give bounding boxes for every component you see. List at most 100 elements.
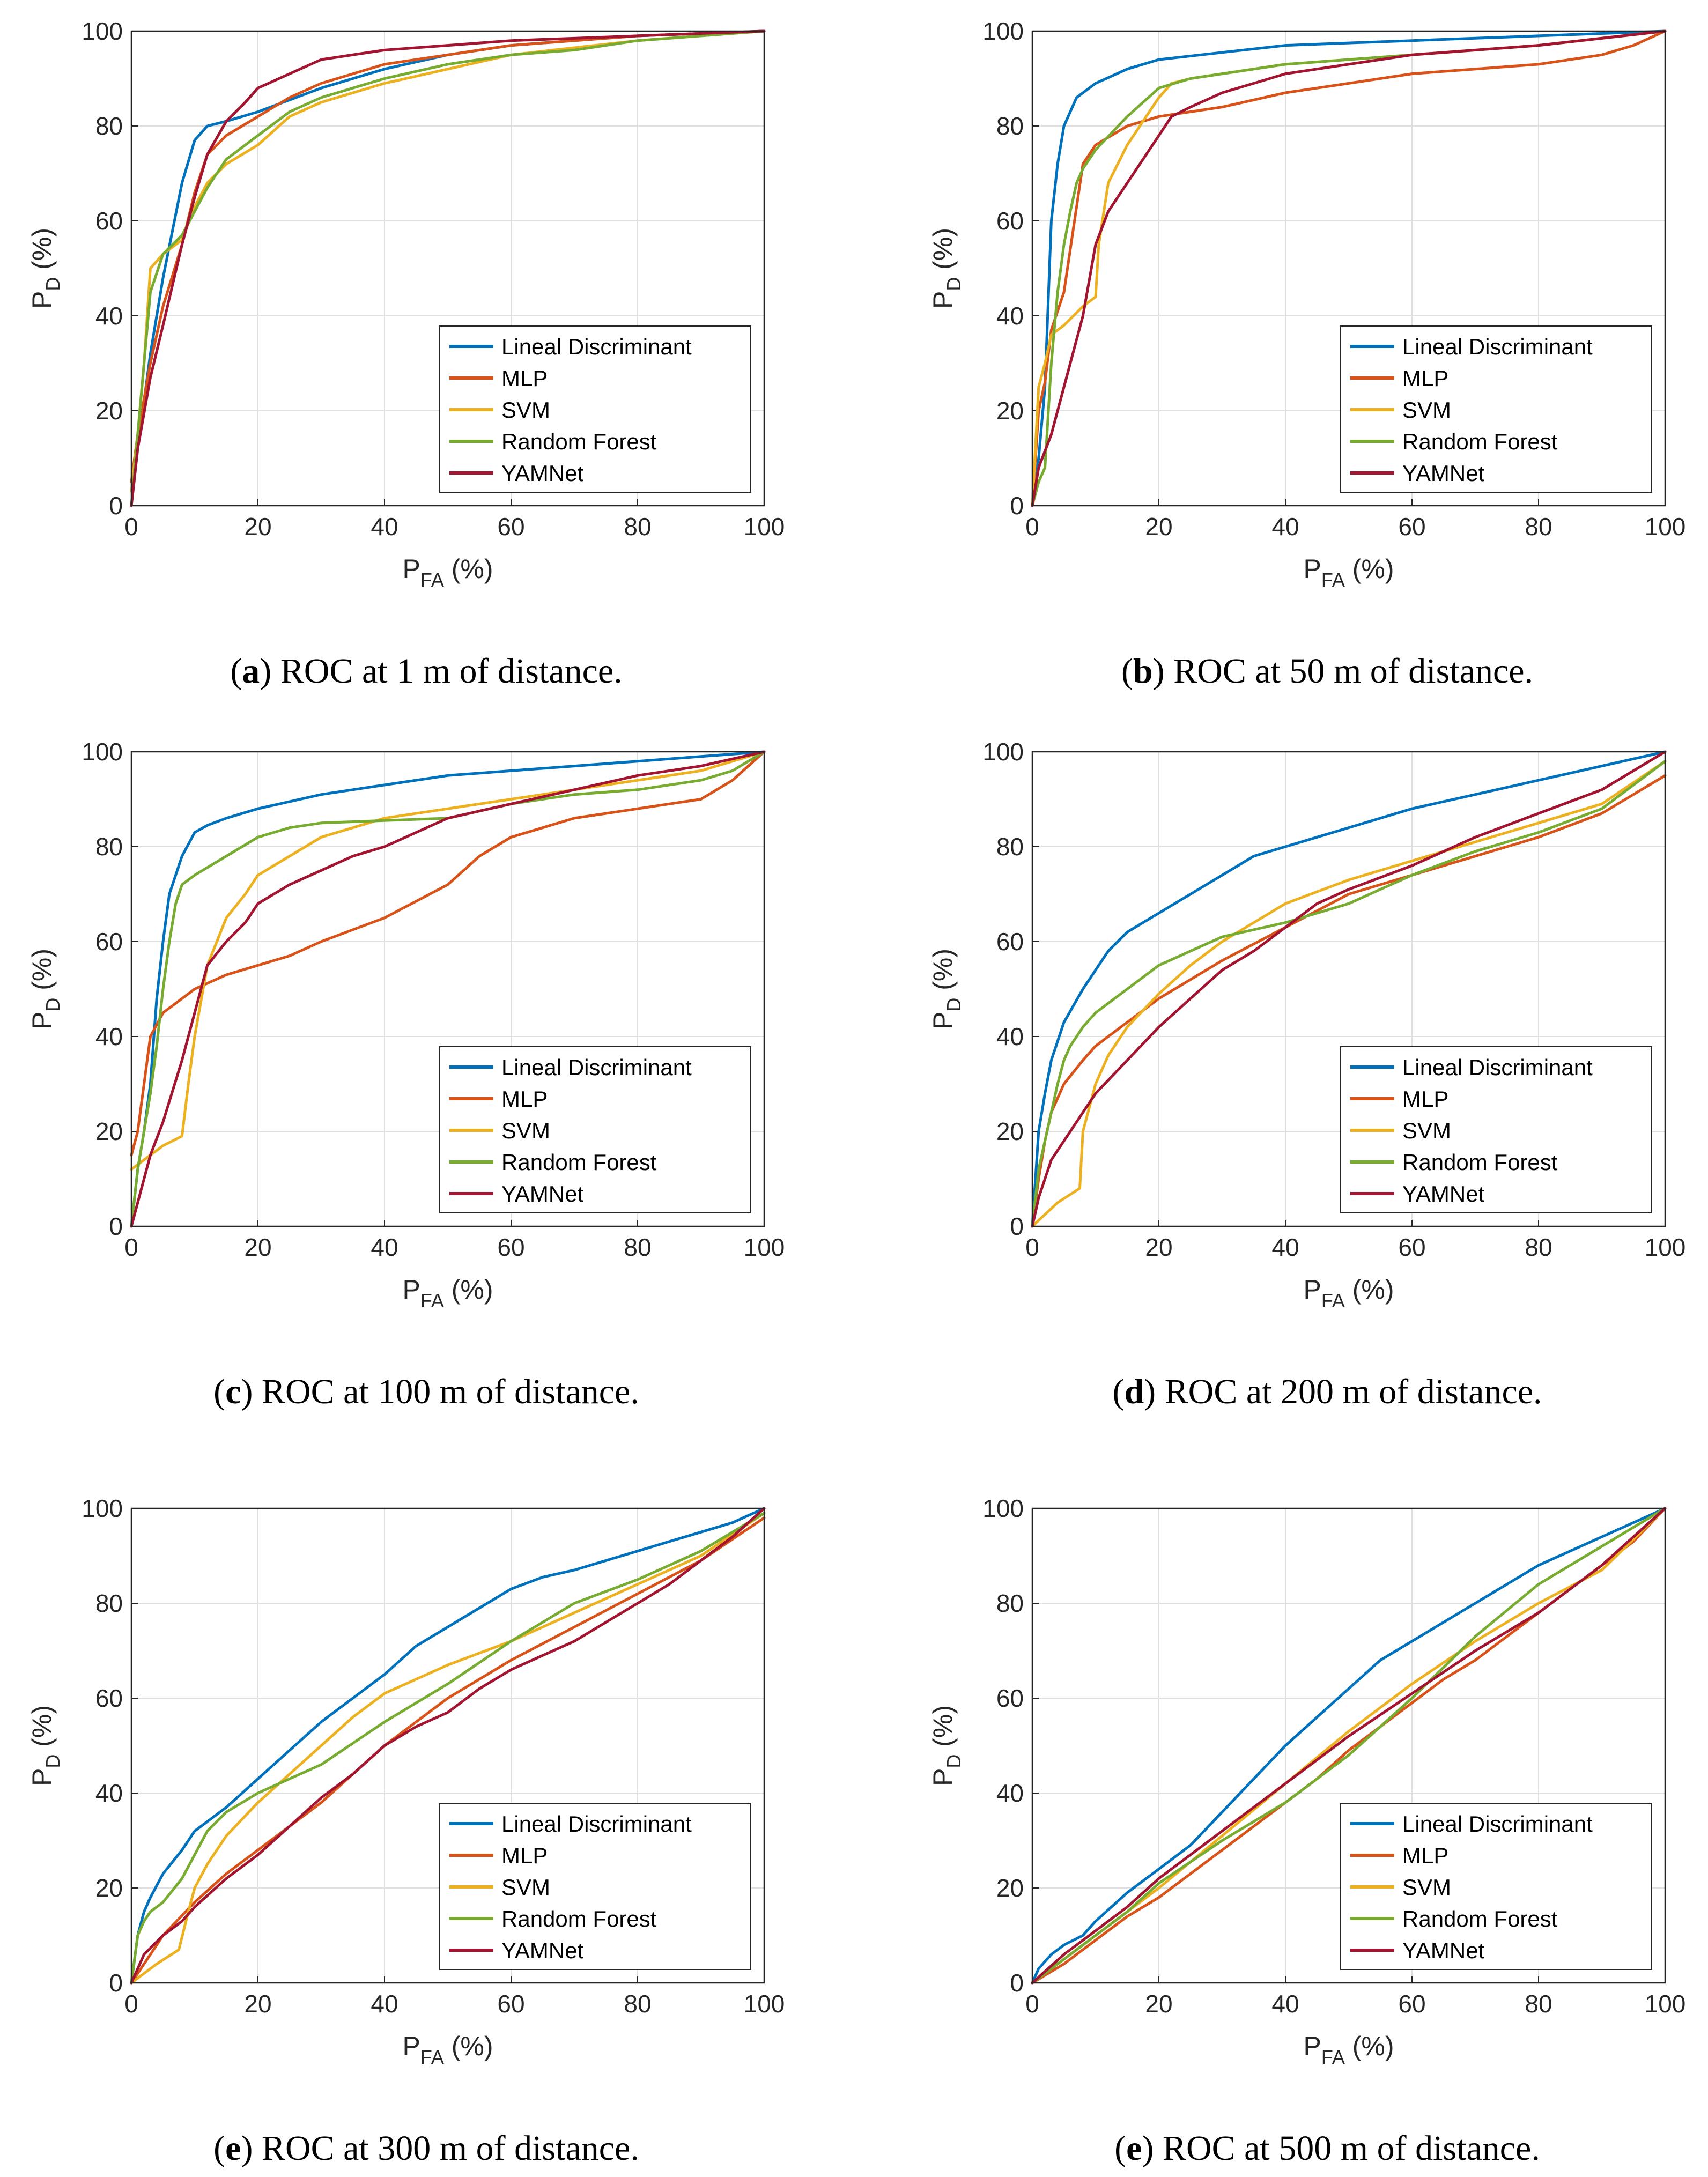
x-tick-label: 80: [1525, 1990, 1552, 2018]
x-tick-label: 100: [1645, 513, 1686, 540]
y-tick-label: 80: [95, 112, 123, 140]
y-tick-label: 20: [996, 1874, 1024, 1902]
y-axis-label: PD (%): [27, 1705, 64, 1786]
series-line-lineal-discriminant: [1031, 750, 1667, 1228]
x-tick-label: 0: [124, 1990, 138, 2018]
x-tick-label: 80: [624, 1990, 651, 2018]
y-tick-label: 20: [95, 1117, 123, 1145]
legend-entry: YAMNet: [1402, 1181, 1485, 1206]
x-tick-label: 100: [744, 1233, 785, 1261]
x-tick-label: 0: [1025, 1233, 1039, 1261]
x-tick-label: 100: [744, 1990, 785, 2018]
x-tick-label: 100: [1645, 1990, 1686, 2018]
series-line-lineal-discriminant: [130, 1507, 766, 1985]
y-tick-label: 40: [95, 1023, 123, 1050]
x-tick-label: 40: [1271, 1990, 1299, 2018]
x-tick-label: 40: [1271, 1233, 1299, 1261]
y-tick-label: 100: [982, 17, 1024, 45]
series-line-lineal-discriminant: [1031, 29, 1667, 507]
y-tick-label: 0: [1010, 1212, 1024, 1240]
x-tick-label: 0: [1025, 1990, 1039, 2018]
legend-entry: SVM: [1402, 397, 1451, 423]
x-axis-label: PFA (%): [402, 554, 493, 591]
y-tick-label: 20: [95, 397, 123, 425]
y-tick-label: 0: [1010, 1969, 1024, 1997]
series-line-mlp: [130, 750, 766, 1157]
y-tick-label: 40: [996, 302, 1024, 330]
subfigure-caption: (e) ROC at 300 m of distance.: [213, 2129, 639, 2168]
roc-panel-c: 0 20 40 60 80 100 0 20 40 60 80 100 Lineal Discrimin…: [27, 738, 785, 1411]
series-line-random-forest: [1031, 29, 1667, 507]
x-axis-label: PFA (%): [1303, 1275, 1394, 1312]
legend-entry: MLP: [501, 1843, 548, 1868]
subfigure-caption: (d) ROC at 200 m of distance.: [1112, 1372, 1542, 1411]
series-line-lineal-discriminant: [130, 750, 766, 1228]
y-tick-label: 60: [996, 1684, 1024, 1712]
y-tick-label: 60: [95, 928, 123, 956]
roc-panel-f: 0 20 40 60 80 100 0 20 40 60 80 100 Lineal Discrimin…: [928, 1494, 1685, 2168]
y-tick-label: 60: [95, 1684, 123, 1712]
series-line-mlp: [130, 29, 766, 484]
x-tick-label: 40: [371, 1233, 398, 1261]
legend-entry: Lineal Discriminant: [1402, 1055, 1593, 1080]
y-tick-label: 100: [82, 17, 123, 45]
legend-entry: MLP: [1402, 366, 1448, 391]
series-line-svm: [1031, 760, 1667, 1228]
subfigure-caption: (c) ROC at 100 m of distance.: [213, 1372, 639, 1411]
legend-entry: MLP: [1402, 1086, 1448, 1112]
y-axis-label: PD (%): [27, 228, 64, 309]
x-tick-label: 60: [497, 1233, 524, 1261]
x-tick-label: 60: [1398, 1233, 1425, 1261]
series-line-yamnet: [130, 750, 766, 1228]
legend-entry: SVM: [501, 397, 550, 423]
x-tick-label: 60: [497, 513, 524, 540]
x-tick-label: 40: [1271, 513, 1299, 540]
y-tick-label: 20: [95, 1874, 123, 1902]
legend-entry: SVM: [501, 1875, 550, 1900]
legend-entry: SVM: [1402, 1875, 1451, 1900]
x-tick-label: 20: [244, 1990, 271, 2018]
series-line-yamnet: [1031, 1507, 1667, 1985]
y-tick-label: 100: [82, 1494, 123, 1522]
y-tick-label: 60: [95, 207, 123, 235]
legend: Lineal Discriminant MLP SVM Random Forest YA…: [1340, 325, 1652, 493]
legend: Lineal Discriminant MLP SVM Random Forest YA…: [439, 325, 751, 493]
legend: Lineal Discriminant MLP SVM Random Forest YA…: [439, 1803, 751, 1970]
series-line-random-forest: [130, 29, 766, 507]
legend-entry: Random Forest: [501, 1150, 657, 1175]
axes-frame: [1031, 751, 1666, 1227]
legend-entry: YAMNet: [501, 1181, 584, 1206]
x-axis-label: PFA (%): [402, 1275, 493, 1312]
y-tick-label: 20: [996, 1117, 1024, 1145]
x-tick-label: 20: [1145, 513, 1172, 540]
x-tick-label: 40: [371, 1990, 398, 2018]
y-axis-label: PD (%): [928, 949, 965, 1030]
y-tick-label: 60: [996, 207, 1024, 235]
legend-entry: Random Forest: [501, 429, 657, 454]
x-tick-label: 0: [1025, 513, 1039, 540]
legend-entry: Random Forest: [1402, 1150, 1558, 1175]
axes-frame: [130, 751, 765, 1227]
y-tick-label: 40: [996, 1779, 1024, 1807]
legend-entry: Lineal Discriminant: [501, 1055, 692, 1080]
legend: Lineal Discriminant MLP SVM Random Forest YA…: [1340, 1046, 1652, 1213]
x-tick-label: 80: [1525, 513, 1552, 540]
axes-frame: [1031, 1507, 1666, 1984]
legend-entry: YAMNet: [501, 461, 584, 486]
legend-entry: MLP: [1402, 1843, 1448, 1868]
roc-panel-a: 0 20 40 60 80 100 0 20 40 60 80 100 Lineal Discrimin…: [27, 17, 785, 691]
y-tick-label: 80: [996, 112, 1024, 140]
legend-entry: Lineal Discriminant: [501, 334, 692, 359]
series-line-lineal-discriminant: [1031, 1507, 1667, 1985]
x-axis-label: PFA (%): [1303, 554, 1394, 591]
series-line-random-forest: [130, 1512, 766, 1985]
series-line-svm: [130, 1512, 766, 1985]
roc-panel-d: 0 20 40 60 80 100 0 20 40 60 80 100 Lineal Discrimin…: [928, 738, 1685, 1411]
x-tick-label: 80: [1525, 1233, 1552, 1261]
legend-entry: Random Forest: [1402, 1906, 1558, 1931]
y-tick-label: 0: [109, 1212, 123, 1240]
subfigure-caption: (b) ROC at 50 m of distance.: [1121, 651, 1533, 691]
x-tick-label: 20: [244, 1233, 271, 1261]
legend-entry: MLP: [501, 1086, 548, 1112]
